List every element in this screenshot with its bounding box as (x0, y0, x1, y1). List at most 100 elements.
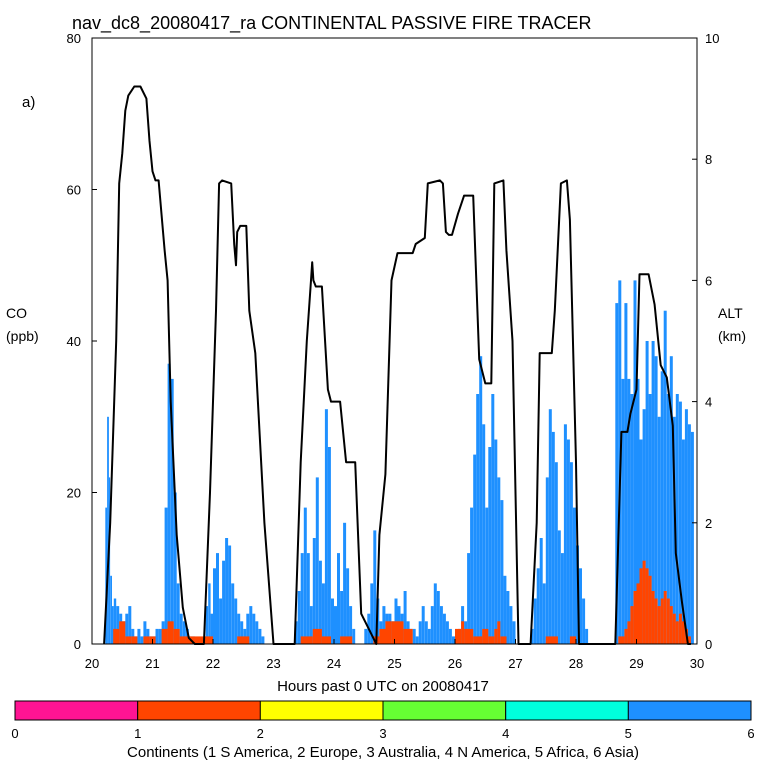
europe-bar (482, 628, 489, 644)
europe-bar (385, 621, 392, 644)
asia-bar (112, 606, 114, 644)
europe-bar (340, 636, 353, 644)
asia-bar (334, 606, 337, 644)
asia-bar (324, 409, 328, 644)
y-left-tick-label: 40 (67, 334, 81, 349)
asia-bar (373, 530, 377, 644)
asia-bar (337, 553, 340, 644)
asia-bar (500, 500, 504, 644)
asia-bar (208, 583, 211, 644)
asia-bar (258, 628, 262, 644)
asia-bar (509, 606, 513, 644)
colorbar: 0 1 2 3 4 5 6 (11, 700, 755, 741)
europe-bar (672, 613, 676, 644)
asia-bar (249, 606, 253, 644)
asia-bar (551, 431, 555, 644)
colorbar-segment (627, 700, 752, 721)
asia-bar (210, 613, 213, 644)
asia-bar (128, 606, 132, 644)
europe-bar (379, 628, 386, 644)
europe-bar (569, 636, 576, 644)
europe-bar (391, 621, 398, 644)
europe-bar (167, 621, 174, 644)
europe-bar (681, 621, 685, 644)
y-left-tick-label: 60 (67, 183, 81, 198)
asia-bar (473, 454, 477, 644)
asia-bar (494, 439, 498, 644)
asia-bar (436, 591, 440, 644)
asia-bar (105, 507, 108, 644)
asia-bar (167, 363, 171, 644)
asia-bar (482, 424, 486, 644)
y-right-label-line1: ALT (718, 305, 743, 321)
asia-bar (255, 621, 259, 644)
x-tick-label: 27 (508, 656, 522, 671)
europe-bar (648, 575, 652, 644)
europe-bar (657, 606, 661, 644)
europe-bar (237, 636, 250, 644)
asia-bar (125, 613, 129, 644)
asia-bar (539, 538, 543, 644)
europe-bar (663, 591, 667, 644)
asia-bar (179, 613, 183, 644)
y-left-label-line2: (ppb) (6, 328, 39, 344)
colorbar-tick-label: 5 (625, 726, 632, 741)
europe-bar (687, 636, 691, 644)
asia-bar (479, 356, 483, 644)
colorbar-segment (382, 700, 507, 721)
asia-bar (536, 568, 540, 645)
asia-bar (158, 628, 162, 644)
asia-bar (624, 303, 628, 644)
europe-bar (669, 606, 673, 644)
colorbar-segment (14, 700, 139, 721)
asia-bar (421, 606, 425, 644)
asia-bar (548, 409, 552, 644)
europe-bar (494, 628, 498, 644)
europe-bar (666, 598, 670, 644)
asia-bar (663, 310, 667, 644)
europe-bar (321, 636, 331, 644)
asia-bar (140, 636, 144, 644)
colorbar-segment (505, 700, 629, 721)
asia-bar (327, 447, 331, 644)
asia-bar (182, 621, 186, 644)
europe-bar (500, 636, 507, 644)
asia-bar (246, 613, 250, 644)
asia-bar (642, 409, 646, 644)
asia-bar (343, 522, 347, 644)
asia-bar (352, 628, 356, 644)
asia-bar (364, 628, 368, 644)
x-tick-label: 22 (206, 656, 220, 671)
x-axis-label: Hours past 0 UTC on 20080417 (277, 678, 489, 695)
colorbar-tick-label: 4 (502, 726, 509, 741)
europe-bar (113, 628, 120, 644)
colorbar-segment (259, 700, 384, 721)
asia-bar (633, 280, 637, 644)
asia-bar (252, 613, 256, 644)
asia-bar (294, 621, 298, 644)
asia-bar (331, 598, 334, 644)
y-left-tick-label: 80 (67, 31, 81, 46)
europe-bar (630, 606, 634, 644)
asia-bar (234, 598, 238, 644)
asia-bar (173, 492, 177, 644)
asia-bar (615, 303, 619, 644)
europe-bar (161, 628, 168, 644)
asia-bar (542, 583, 546, 644)
asia-bar (666, 394, 670, 644)
asia-bar (690, 431, 694, 644)
asia-bar (225, 538, 229, 644)
asia-bar (648, 394, 652, 644)
asia-bar (660, 371, 664, 644)
asia-bar (512, 621, 516, 644)
asia-bar (684, 409, 688, 644)
asia-bar (346, 568, 350, 645)
asia-bar (545, 477, 549, 644)
x-tick-label: 24 (327, 656, 341, 671)
colorbar-tick-label: 6 (747, 726, 754, 741)
x-tick-label: 26 (448, 656, 462, 671)
y-right-tick-label: 2 (705, 516, 712, 531)
colorbar-label: Continents (1 S America, 2 Europe, 3 Aus… (127, 744, 639, 761)
europe-bar (636, 583, 640, 644)
asia-bar (639, 439, 643, 644)
